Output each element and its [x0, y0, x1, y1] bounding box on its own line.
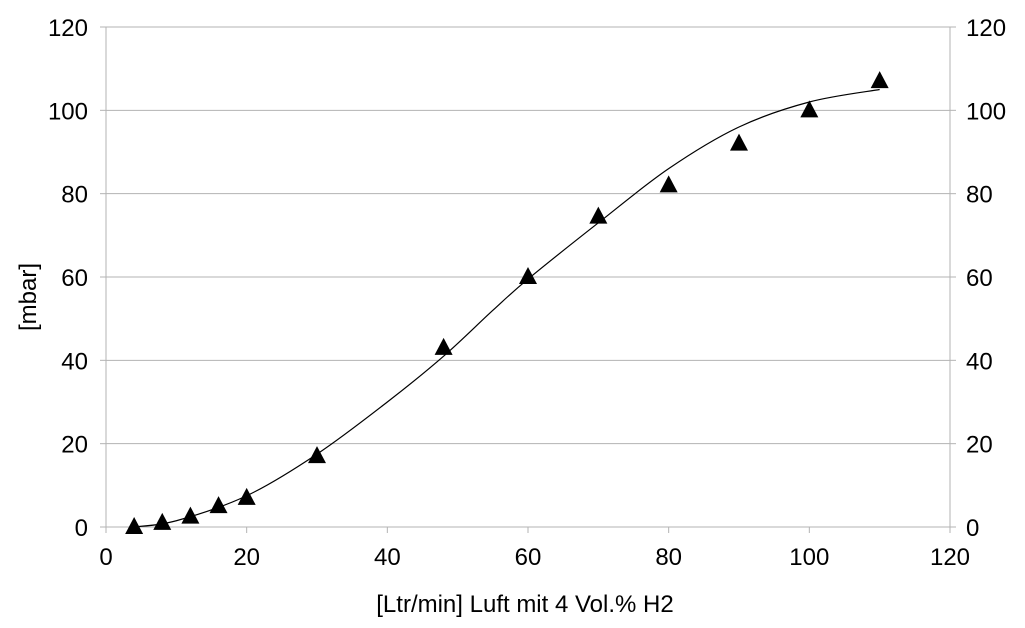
y2-tick-label: 120 — [966, 15, 1006, 42]
x-tick-label: 80 — [655, 544, 682, 571]
data-point-triangle — [730, 133, 748, 151]
y2-tick-label: 20 — [966, 432, 993, 459]
y-tick-label: 20 — [61, 432, 88, 459]
x-tick-label: 120 — [930, 544, 970, 571]
tick-labels: 0 20 40 60 80 100 1200204060801001200204060801… — [48, 15, 1006, 571]
x-tick-label: 40 — [374, 544, 401, 571]
data-point-triangle — [519, 267, 537, 284]
data-point-triangle — [209, 496, 228, 514]
data-point-triangle — [659, 175, 678, 193]
y-tick-label: 100 — [48, 98, 88, 125]
data-point-triangle — [589, 206, 608, 224]
y-tick-label: 0 — [75, 515, 88, 542]
data-point-triangle — [434, 337, 453, 355]
fit-curve-layer — [134, 88, 880, 528]
data-point-triangle — [800, 100, 819, 118]
fit-curve — [134, 88, 880, 528]
y-axis-title: [mbar] — [15, 263, 42, 331]
x-tick-label: 60 — [515, 544, 542, 571]
gridlines — [106, 26, 950, 528]
y-tick-label: 120 — [48, 15, 88, 42]
y-tick-label: 60 — [61, 265, 88, 292]
axes — [100, 26, 956, 533]
data-point-triangle — [125, 517, 144, 534]
data-point-triangle — [153, 512, 172, 530]
y2-tick-label: 80 — [966, 182, 993, 209]
x-axis-title: [Ltr/min] Luft mit 4 Vol.% H2 — [376, 591, 673, 618]
data-point-triangle — [308, 446, 326, 464]
x-tick-label: 20 — [233, 544, 260, 571]
y-tick-label: 80 — [61, 182, 88, 209]
data-points — [125, 71, 889, 534]
data-point-triangle — [237, 487, 256, 505]
y2-tick-label: 60 — [966, 265, 993, 292]
y2-tick-label: 40 — [966, 348, 993, 375]
y-tick-label: 40 — [61, 348, 88, 375]
y2-tick-label: 100 — [966, 98, 1006, 125]
x-tick-label: 100 — [789, 544, 829, 571]
x-tick-label: 0 — [99, 544, 112, 571]
data-point-triangle — [181, 506, 200, 524]
data-point-triangle — [870, 71, 889, 89]
y2-tick-label: 0 — [966, 515, 979, 542]
